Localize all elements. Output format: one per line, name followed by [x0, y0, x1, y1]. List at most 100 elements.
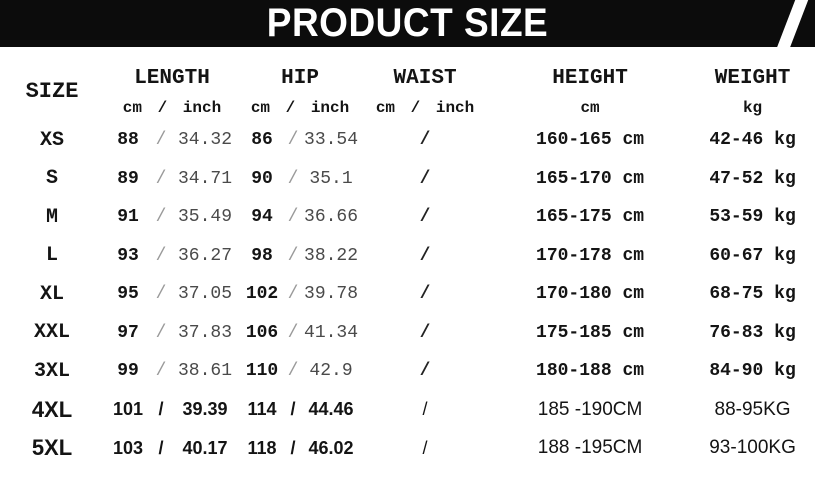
- hip-cm-value: 94: [251, 207, 273, 228]
- hip-inch-value: 39.78: [304, 284, 359, 305]
- size-row-m: M 91/35.49 94/36.66/165-175 cm 53-59 kg: [0, 198, 815, 237]
- length-inch-value: 34.32: [178, 130, 233, 151]
- size-label: XS: [39, 128, 64, 152]
- size-label: 3XL: [33, 359, 70, 383]
- weight-value: 84-90 kg: [709, 361, 796, 382]
- hip-separator: /: [287, 168, 299, 189]
- height-value: 170-180 cm: [536, 284, 645, 305]
- waist-value: /: [422, 399, 428, 420]
- length-cm-value: 89: [117, 168, 139, 189]
- hip-cm-value: 90: [251, 168, 273, 189]
- col-header-height: HEIGHT: [552, 66, 628, 90]
- weight-value: 47-52 kg: [709, 168, 796, 189]
- length-cm-value: 95: [117, 284, 139, 305]
- subheader-waist-units: cm / inch: [375, 99, 475, 117]
- banner: PRODUCT SIZE: [0, 0, 815, 47]
- waist-value: /: [419, 361, 431, 382]
- length-cm-value: 103: [112, 437, 144, 458]
- table-header: SIZE LENGTH HIP WAIST HEIGHT WEIGHT cm /…: [0, 61, 815, 121]
- hip-separator: /: [287, 207, 299, 228]
- height-value: 175-185 cm: [536, 322, 645, 343]
- length-cm-value: 93: [117, 245, 139, 266]
- size-label: 5XL: [31, 435, 73, 461]
- height-value: 188 -195CM: [537, 437, 643, 459]
- hip-inch-value: 42.9: [309, 361, 353, 382]
- hip-separator: /: [287, 130, 299, 151]
- height-value: 160-165 cm: [536, 130, 645, 151]
- height-value: 180-188 cm: [536, 361, 645, 382]
- waist-value: /: [419, 168, 431, 189]
- table-body: XS 88/34.32 86/33.54/160-165 cm 42-46 kg S 89…: [0, 121, 815, 468]
- length-separator: /: [155, 284, 167, 305]
- size-row-l: L 93/36.27 98/38.22/170-178 cm 60-67 kg: [0, 237, 815, 276]
- hip-separator: /: [287, 361, 299, 382]
- size-label: M: [45, 205, 58, 229]
- hip-cm-value: 86: [251, 130, 273, 151]
- height-value: 165-175 cm: [536, 207, 645, 228]
- length-separator: /: [155, 361, 167, 382]
- size-table: SIZE LENGTH HIP WAIST HEIGHT WEIGHT cm /…: [0, 61, 815, 468]
- length-cm-value: 88: [117, 130, 139, 151]
- col-header-length: LENGTH: [134, 66, 210, 90]
- length-inch-value: 36.27: [178, 245, 233, 266]
- height-value: 185 -190CM: [537, 398, 643, 420]
- size-row-xxl: XXL 97/37.83 106/41.34/175-185 cm 76-83 kg: [0, 314, 815, 353]
- waist-value: /: [419, 207, 431, 228]
- height-value: 165-170 cm: [536, 168, 645, 189]
- hip-separator: /: [287, 245, 299, 266]
- length-separator: /: [158, 399, 164, 420]
- waist-value: /: [419, 130, 431, 151]
- length-separator: /: [158, 437, 164, 458]
- hip-separator: /: [287, 284, 299, 305]
- hip-cm-value: 102: [245, 284, 279, 305]
- size-label: L: [45, 244, 58, 268]
- size-row-xl: XL 95/37.05 102/39.78/170-180 cm 68-75 kg: [0, 275, 815, 314]
- hip-inch-value: 46.02: [308, 437, 354, 458]
- size-label: XXL: [33, 321, 70, 345]
- weight-value: 60-67 kg: [709, 245, 796, 266]
- hip-cm-value: 106: [245, 322, 279, 343]
- col-header-hip: HIP: [281, 66, 319, 90]
- size-label: 4XL: [31, 396, 73, 422]
- length-separator: /: [155, 245, 167, 266]
- waist-value: /: [419, 245, 431, 266]
- length-separator: /: [155, 322, 167, 343]
- length-inch-value: 34.71: [178, 168, 233, 189]
- page-title: PRODUCT SIZE: [266, 0, 549, 45]
- hip-inch-value: 38.22: [304, 245, 359, 266]
- hip-cm-value: 98: [251, 245, 273, 266]
- col-header-waist: WAIST: [393, 66, 457, 90]
- weight-value: 88-95KG: [714, 398, 791, 420]
- length-cm-value: 99: [117, 361, 139, 382]
- hip-separator: /: [287, 322, 299, 343]
- weight-value: 68-75 kg: [709, 284, 796, 305]
- size-row-5xl: 5XL 103 / 40.17 118 / 46.02 / 188 -195CM 93-100KG: [0, 429, 815, 468]
- length-cm-value: 91: [117, 207, 139, 228]
- waist-value: /: [419, 284, 431, 305]
- length-cm-value: 97: [117, 322, 139, 343]
- subheader-weight-units: kg: [742, 99, 763, 117]
- hip-inch-value: 35.1: [309, 168, 353, 189]
- length-separator: /: [155, 207, 167, 228]
- waist-value: /: [422, 437, 428, 458]
- hip-cm-value: 110: [245, 361, 279, 382]
- length-separator: /: [155, 130, 167, 151]
- size-label: S: [45, 167, 58, 191]
- weight-value: 93-100KG: [709, 437, 796, 459]
- size-row-3xl: 3XL 99 / 38.61 110 / 42.9 / 180-188 cm 84-90 kg: [0, 352, 815, 391]
- hip-inch-value: 44.46: [308, 399, 354, 420]
- hip-cm-value: 118: [247, 437, 277, 458]
- size-row-s: S 89 / 34.71 90 / 35.1 / 165-170 cm 47-52 kg: [0, 160, 815, 199]
- length-inch-value: 37.83: [178, 322, 233, 343]
- size-row-xs: XS 88/34.32 86/33.54/160-165 cm 42-46 kg: [0, 121, 815, 160]
- weight-value: 76-83 kg: [709, 322, 796, 343]
- weight-value: 42-46 kg: [709, 130, 796, 151]
- length-inch-value: 39.39: [182, 399, 228, 420]
- subheader-length-units: cm / inch: [122, 99, 222, 117]
- size-label: XL: [39, 282, 64, 306]
- size-row-4xl: 4XL 101 / 39.39 114 / 44.46 / 185 -190CM 88-95KG: [0, 391, 815, 430]
- col-header-size: SIZE: [25, 78, 79, 104]
- length-inch-value: 35.49: [178, 207, 233, 228]
- waist-value: /: [419, 322, 431, 343]
